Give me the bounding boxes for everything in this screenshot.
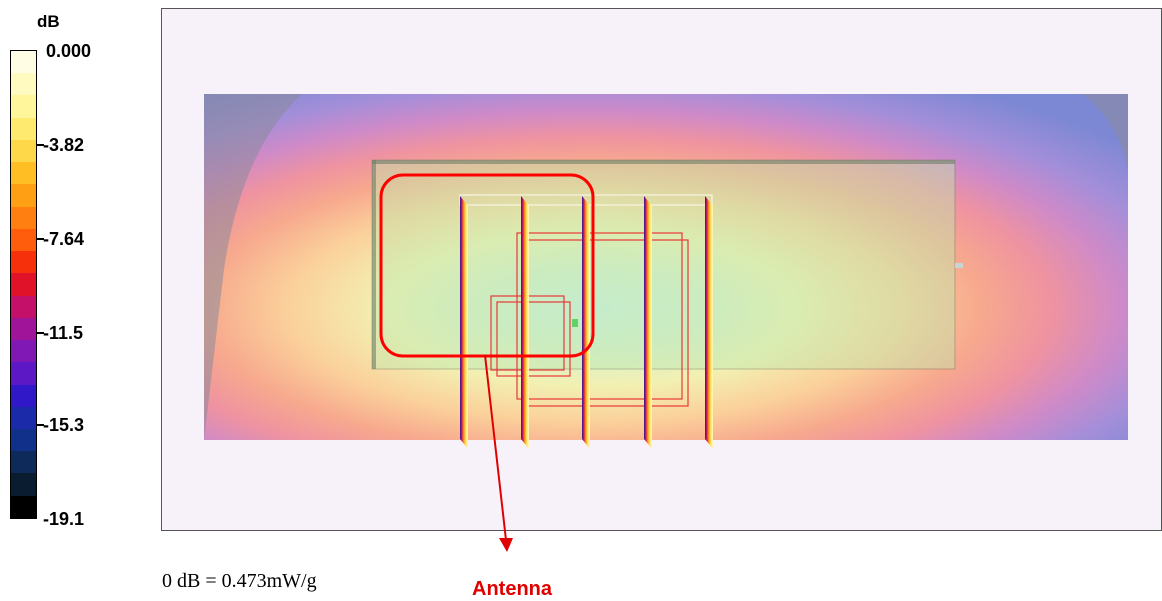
sar-distribution bbox=[204, 94, 1128, 440]
colorbar-swatch bbox=[11, 73, 36, 96]
colorbar-swatch bbox=[11, 406, 36, 429]
unit-label: dB bbox=[37, 12, 60, 31]
colorbar-swatch bbox=[11, 51, 36, 74]
colorbar-tick-0: 0.000 bbox=[46, 41, 92, 61]
sensor-marker bbox=[955, 263, 963, 268]
tick-mark bbox=[36, 424, 44, 426]
phantom-slab-top-edge bbox=[372, 160, 955, 164]
colorbar-swatch bbox=[11, 362, 36, 385]
colorbar-swatch bbox=[11, 206, 36, 229]
field-strip-5 bbox=[705, 196, 713, 449]
field-strip-1 bbox=[460, 196, 468, 449]
colorbar-swatch bbox=[11, 295, 36, 318]
colorbar-tick-2: -7.64 bbox=[43, 229, 85, 249]
antenna-feed bbox=[572, 319, 578, 327]
colorbar-swatch bbox=[11, 228, 36, 252]
field-strips bbox=[460, 196, 713, 449]
colorbar bbox=[10, 50, 37, 519]
colorbar-swatch bbox=[11, 384, 36, 407]
reference-level: 0 dB = 0.473mW/g bbox=[162, 570, 317, 592]
colorbar-tick-1: -3.82 bbox=[43, 135, 85, 155]
colorbar-swatch bbox=[11, 117, 36, 140]
colorbar-swatch bbox=[11, 451, 36, 474]
callout-arrowhead bbox=[499, 538, 513, 552]
tick-mark bbox=[36, 144, 44, 146]
colorbar-tick-4: -15.3 bbox=[43, 415, 85, 435]
antenna-callout-label: Antenna bbox=[472, 578, 552, 600]
phantom-slab-side-edge bbox=[372, 160, 376, 369]
colorbar-swatch bbox=[11, 162, 36, 185]
phantom-slab bbox=[371, 159, 956, 370]
field-strip-3 bbox=[582, 196, 590, 449]
colorbar-swatch bbox=[11, 95, 36, 118]
field-strip-4 bbox=[644, 196, 652, 449]
antenna-loop-small-inner bbox=[496, 301, 571, 377]
colorbar-swatch bbox=[11, 495, 36, 518]
field-strip-2 bbox=[521, 196, 529, 449]
tick-mark bbox=[36, 332, 44, 334]
colorbar-swatch bbox=[11, 317, 36, 341]
colorbar-tick-3: -11.5 bbox=[43, 323, 84, 343]
tick-mark bbox=[36, 238, 44, 240]
colorbar-swatch bbox=[11, 184, 36, 207]
colorbar-swatch bbox=[11, 340, 36, 363]
colorbar-swatch bbox=[11, 473, 36, 496]
antenna-loop-large bbox=[516, 232, 683, 400]
colorbar-swatch bbox=[11, 428, 36, 452]
colorbar-swatch bbox=[11, 139, 36, 163]
sar-plot-svg bbox=[204, 94, 1128, 449]
sar-plot bbox=[161, 8, 1162, 531]
colorbar-tick-5: -19.1 bbox=[43, 509, 85, 529]
plane-corner-shade bbox=[1082, 94, 1128, 169]
colorbar-swatch bbox=[11, 273, 36, 296]
plane-corner-shade bbox=[204, 94, 302, 440]
colorbar-swatch bbox=[11, 251, 36, 274]
